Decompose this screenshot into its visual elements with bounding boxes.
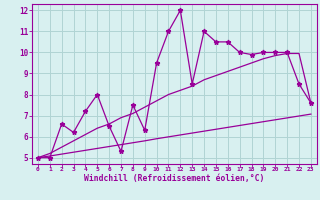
X-axis label: Windchill (Refroidissement éolien,°C): Windchill (Refroidissement éolien,°C) <box>84 174 265 183</box>
